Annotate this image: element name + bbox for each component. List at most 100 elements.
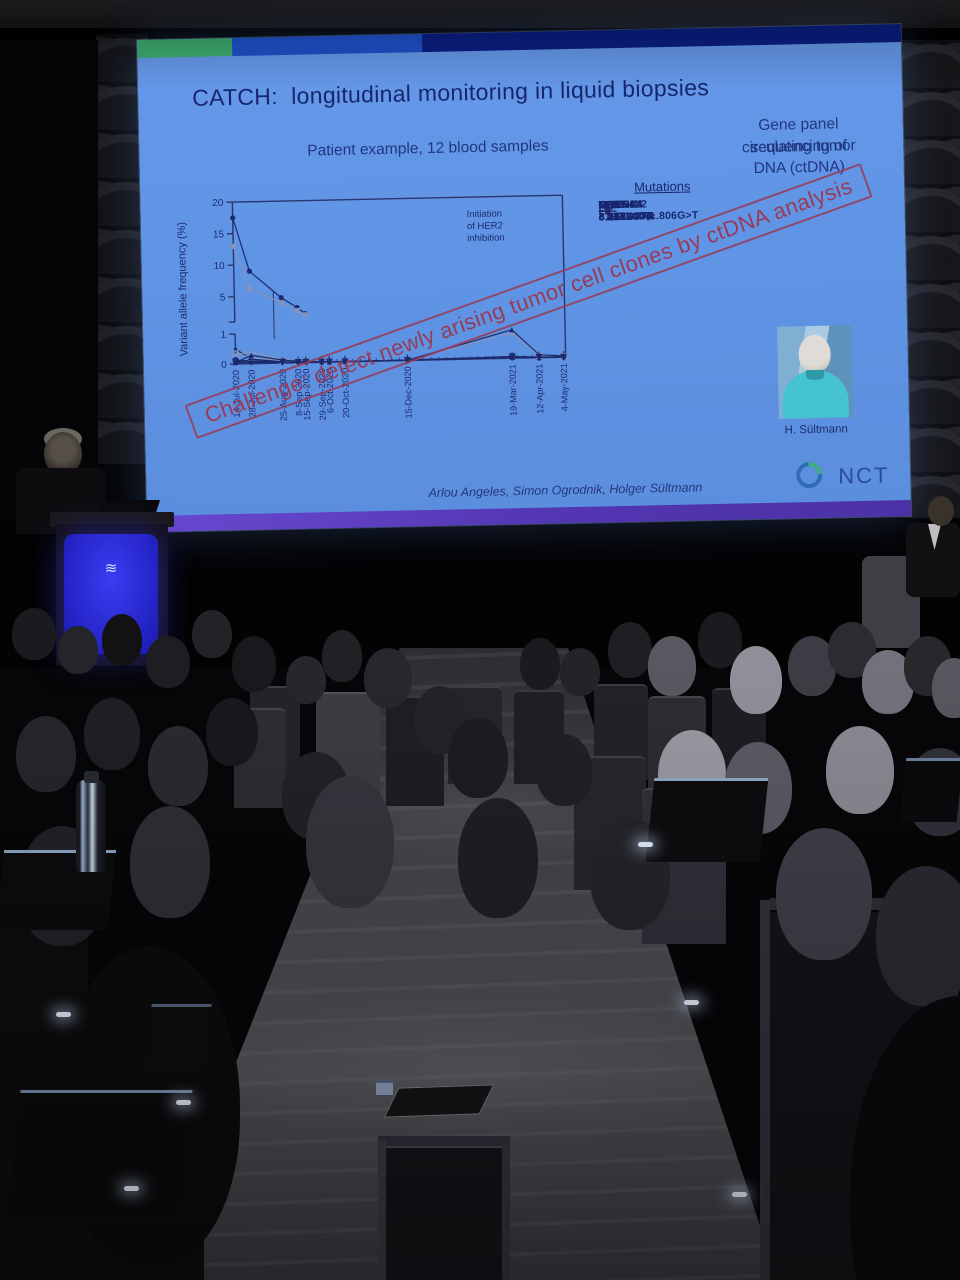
under-chair-light	[732, 1192, 747, 1197]
chart-text: 4-May-2021	[559, 363, 570, 411]
side-table	[7, 1090, 193, 1214]
audience-head	[286, 656, 326, 704]
chart-text: 20-Oct-2020	[340, 368, 351, 418]
audience-head	[520, 638, 560, 690]
chair-rail	[378, 1136, 510, 1146]
audience-head	[148, 726, 208, 806]
series-marker	[342, 358, 348, 365]
audience-head	[58, 626, 98, 674]
chart-text: 15-Sep-2020	[301, 368, 312, 420]
chart-text: 20	[212, 198, 224, 209]
audience-head	[826, 726, 894, 814]
chart-text: 29-Sep-2020	[317, 368, 328, 420]
under-chair-light	[124, 1186, 139, 1191]
chart-text: 6-Oct-2020	[325, 368, 336, 413]
chart-text: 12-Apr-2021	[534, 364, 545, 414]
chair-post	[378, 1140, 386, 1280]
chart-axis-line	[561, 195, 567, 358]
audience-head	[16, 716, 76, 792]
side-table	[144, 1004, 212, 1074]
audience-head	[232, 636, 276, 692]
chart-text: 0	[221, 360, 227, 371]
chart-text: 10	[213, 261, 225, 272]
chart-text: 14-Jul-2020	[231, 370, 242, 418]
water-bottle-cap	[84, 771, 99, 783]
chart-text: inhibition	[467, 232, 505, 244]
series-line	[235, 356, 564, 364]
audience-head	[560, 648, 600, 696]
audience-head	[102, 614, 142, 666]
series-marker	[278, 295, 284, 301]
chair-panel	[386, 1148, 502, 1280]
audience-head	[458, 798, 538, 918]
audience-head	[776, 828, 872, 960]
vaf-chart: 5 10 15 20 1 0 Variant allele frequency (%) 14-…	[170, 185, 587, 436]
chart-text: 8-Sep-2020	[293, 369, 304, 416]
chart-text: 19-Mar-2021	[507, 364, 518, 416]
under-chair-light	[684, 1000, 699, 1005]
audience-head	[84, 698, 140, 770]
side-table	[645, 778, 769, 862]
chart-text: Initiation	[467, 208, 503, 220]
series-marker	[278, 300, 284, 306]
floor-hatch-label	[376, 1080, 393, 1095]
filled-diamond-icon	[598, 208, 617, 215]
series-marker	[230, 215, 236, 221]
chart-text: 5	[220, 292, 226, 303]
audience-head	[876, 866, 960, 1006]
chart-text: 25-Aug-2020	[278, 369, 289, 421]
chart-text: 15	[213, 229, 225, 240]
audience-head	[932, 658, 960, 718]
series-marker	[319, 359, 325, 365]
series-marker	[295, 359, 301, 365]
series-marker	[302, 312, 308, 318]
chart-axis-line	[231, 202, 236, 323]
chair-post	[760, 900, 770, 1280]
under-chair-light	[638, 842, 653, 847]
series-marker	[248, 352, 254, 358]
series-marker	[303, 359, 309, 365]
under-chair-light	[176, 1100, 191, 1105]
series-marker	[404, 357, 411, 363]
audience-head	[130, 806, 210, 918]
series-marker	[230, 243, 236, 249]
chart-text: 28-Jul-2020	[246, 370, 257, 418]
audience-head	[536, 734, 592, 806]
series-marker	[246, 268, 253, 274]
chart-text: 15-Dec-2020	[403, 366, 414, 418]
series-marker	[294, 307, 300, 314]
series-marker	[249, 350, 253, 354]
series-marker	[247, 286, 253, 292]
audience-head	[608, 622, 652, 678]
series-marker	[326, 359, 333, 365]
series-marker	[233, 360, 239, 366]
mutations-legend: CDKN2A c.2… EP… …3139C>T MET c.1659C>T NLGN4…	[598, 197, 858, 224]
series-marker	[509, 354, 515, 360]
chair-post	[502, 1140, 510, 1280]
series-marker	[233, 347, 237, 351]
audience-head	[12, 608, 56, 660]
chart-text: of HER2	[467, 220, 503, 232]
podium-top	[50, 512, 174, 527]
series-marker	[232, 350, 239, 357]
audience-head	[448, 718, 508, 798]
series-marker	[536, 354, 542, 361]
under-chair-light	[56, 1012, 71, 1017]
audience-head	[730, 646, 782, 714]
series-marker	[604, 208, 611, 215]
chart-text: Variant allele frequency (%)	[176, 222, 191, 357]
seated-man-head	[928, 496, 954, 526]
audience-head	[364, 648, 412, 708]
chart-text: 1	[220, 330, 226, 341]
audience-head	[192, 610, 232, 658]
series-marker	[248, 359, 254, 366]
chart-axis-line	[232, 194, 563, 203]
series-marker	[561, 354, 567, 360]
audience-head	[648, 636, 696, 696]
audience-head	[146, 636, 190, 688]
audience-head	[206, 698, 258, 766]
projection-screen: CATCH: longitudinal monitoring in liquid…	[136, 24, 912, 532]
series-marker	[509, 327, 515, 333]
